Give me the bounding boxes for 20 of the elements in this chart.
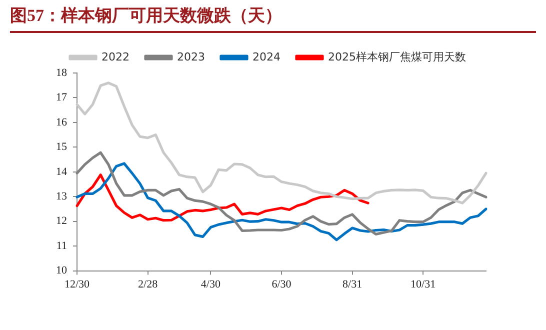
y-tick-label: 18 xyxy=(56,66,68,79)
legend-label: 2024 xyxy=(252,50,280,64)
y-tick-label: 13 xyxy=(56,190,68,203)
x-tick-label: 8/31 xyxy=(342,278,362,290)
y-tick-label: 10 xyxy=(56,264,68,277)
y-tick-label: 12 xyxy=(56,215,67,228)
legend-label: 2022 xyxy=(102,50,130,64)
x-tick-label: 12/30 xyxy=(64,278,90,290)
y-tick-label: 16 xyxy=(56,116,68,128)
legend-label: 2023 xyxy=(177,50,206,64)
x-tick-label: 10/31 xyxy=(410,278,436,290)
y-tick-label: 11 xyxy=(56,240,67,252)
x-tick-label: 2/28 xyxy=(138,278,158,290)
y-tick-label: 14 xyxy=(56,166,68,178)
legend-label: 2025样本钢厂焦煤可用天数 xyxy=(328,50,466,64)
x-tick-label: 6/30 xyxy=(272,278,292,290)
y-tick-label: 17 xyxy=(56,92,68,104)
y-tick-label: 15 xyxy=(56,141,68,154)
x-tick-label: 4/30 xyxy=(200,278,221,290)
chart-title: 图57：样本钢厂可用天数微跌（天） xyxy=(10,4,536,33)
